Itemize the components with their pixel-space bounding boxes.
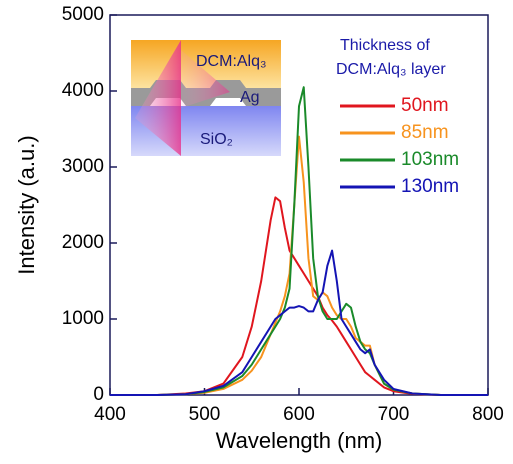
y-tick-label: 4000: [62, 80, 104, 101]
x-axis-label: Wavelength (nm): [216, 428, 383, 453]
legend-label: 85nm: [401, 122, 449, 143]
series-line: [110, 196, 488, 396]
y-tick-label: 5000: [62, 4, 104, 25]
x-tick-label: 800: [472, 404, 504, 425]
x-tick-label: 700: [378, 404, 410, 425]
inset-label: Ag: [240, 89, 260, 106]
legend-label: 130nm: [401, 176, 459, 197]
y-tick-label: 3000: [62, 156, 104, 177]
y-tick-label: 1000: [62, 308, 104, 329]
inset-diagram: DCM:Alq₃ Ag SiO₂: [131, 40, 281, 156]
inset-label: DCM:Alq₃: [196, 53, 267, 70]
inset-label: SiO₂: [200, 131, 233, 148]
field-profile: [181, 50, 230, 108]
series-line: [110, 135, 488, 396]
series-line: [110, 249, 488, 396]
field-profile: [135, 40, 181, 156]
legend-label: 50nm: [401, 95, 449, 116]
y-tick-label: 0: [93, 384, 104, 405]
x-tick-label: 400: [94, 404, 126, 425]
x-tick-label: 600: [283, 404, 315, 425]
legend-title: Thickness of: [340, 37, 430, 54]
y-axis-label: Intensity (a.u.): [14, 135, 39, 274]
x-tick-label: 500: [189, 404, 221, 425]
legend-title: DCM:Alq₃ layer: [336, 61, 446, 78]
y-tick-label: 2000: [62, 232, 104, 253]
legend-label: 103nm: [401, 149, 459, 170]
